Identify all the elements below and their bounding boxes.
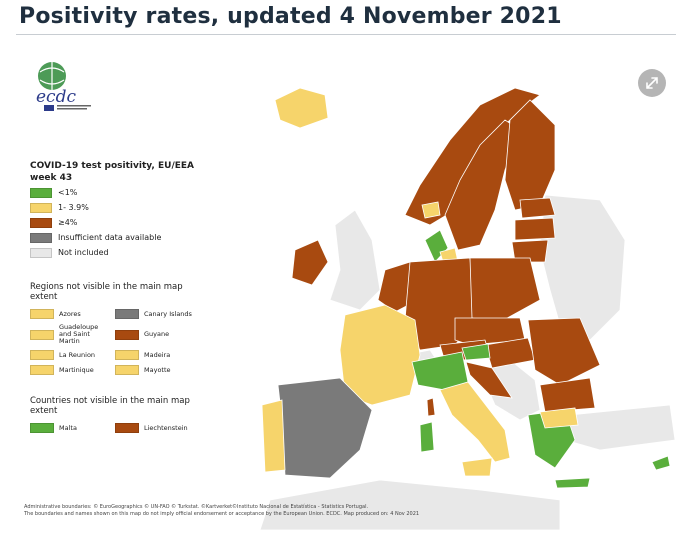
region-bulgaria — [539, 377, 596, 413]
region-label: Guadeloupe and Saint Martin — [59, 323, 99, 345]
expand-button[interactable] — [638, 69, 666, 97]
legend-title: COVID-19 test positivity, EU/EEA week 43 — [30, 161, 194, 183]
region-ireland — [291, 239, 329, 286]
countries-title: Countries not visible in the main map ex… — [30, 396, 190, 416]
logo-wordmark: ecdc — [36, 87, 76, 107]
region-label: Mayotte — [144, 365, 171, 374]
region-label: Canary Islands — [144, 309, 192, 318]
region-czechia-slovakia — [454, 317, 526, 346]
region-item: Martinique — [30, 365, 115, 375]
legend-swatch-green — [30, 187, 52, 198]
region-sardinia — [419, 421, 435, 453]
swatch — [115, 423, 139, 433]
legend-item: ≥4% — [30, 216, 200, 229]
swatch — [115, 309, 139, 319]
region-label: La Reunion — [59, 350, 96, 359]
region-poland — [469, 257, 541, 323]
ecdc-logo: ecdc — [30, 58, 100, 116]
swatch — [30, 365, 54, 375]
region-non-eu-east — [539, 194, 626, 341]
country-label: Malta — [59, 423, 77, 432]
title-divider — [16, 34, 676, 35]
country-item: Liechtenstein — [115, 423, 200, 433]
region-label: Martinique — [59, 365, 94, 374]
region-label: Madeira — [144, 350, 171, 359]
swatch — [30, 423, 54, 433]
legend-swatch-yellow — [30, 202, 52, 213]
swatch — [30, 329, 54, 340]
legend-item: 1- 3.9% — [30, 201, 200, 214]
region-turkey — [564, 404, 676, 451]
legend-label: Not included — [58, 248, 109, 257]
legend-label: ≥4% — [58, 218, 78, 227]
region-slovenia — [461, 343, 491, 361]
page-title: Positivity rates, updated 4 November 202… — [19, 4, 562, 29]
region-croatia — [465, 361, 513, 399]
region-greece-north — [539, 407, 579, 429]
legend: COVID-19 test positivity, EU/EEA week 43… — [30, 160, 200, 259]
swatch — [30, 350, 54, 360]
region-romania — [527, 317, 601, 386]
region-item: Guyane — [115, 324, 200, 345]
legend-item: Not included — [30, 246, 200, 259]
region-sicily — [461, 457, 493, 477]
region-item: Mayotte — [115, 365, 200, 375]
legend-item: <1% — [30, 186, 200, 199]
legend-swatch-brown — [30, 217, 52, 228]
region-latvia — [514, 217, 556, 241]
region-item: Canary Islands — [115, 309, 200, 319]
expand-icon — [646, 77, 658, 89]
regions-section: Regions not visible in the main map exte… — [30, 282, 200, 375]
region-finland — [504, 99, 556, 211]
region-iceland — [274, 87, 329, 129]
region-cyprus — [651, 455, 671, 471]
region-label: Azores — [59, 309, 81, 318]
region-corsica — [426, 397, 436, 417]
swatch — [115, 365, 139, 375]
swatch — [30, 309, 54, 319]
region-crete — [554, 477, 591, 489]
swatch — [115, 350, 139, 360]
region-portugal — [261, 399, 286, 473]
legend-swatch-light — [30, 247, 52, 258]
region-item: Guadeloupe and Saint Martin — [30, 324, 115, 345]
country-item: Malta — [30, 423, 115, 433]
region-oslo-area — [421, 201, 441, 219]
regions-title: Regions not visible in the main map exte… — [30, 282, 183, 302]
region-uk — [329, 209, 381, 311]
region-estonia — [519, 197, 556, 219]
legend-swatch-grey — [30, 232, 52, 243]
swatch — [115, 329, 139, 340]
region-item: Azores — [30, 309, 115, 319]
country-label: Liechtenstein — [144, 423, 188, 432]
region-item: Madeira — [115, 350, 200, 360]
legend-label: 1- 3.9% — [58, 203, 89, 212]
map-footer: Administrative boundaries: © EuroGeograp… — [24, 504, 419, 518]
region-lithuania — [511, 239, 549, 263]
legend-label: <1% — [58, 188, 78, 197]
legend-label: Insufficient data available — [58, 233, 162, 242]
legend-item: Insufficient data available — [30, 231, 200, 244]
footer-line: Administrative boundaries: © EuroGeograp… — [24, 504, 369, 510]
region-italy-south — [439, 381, 511, 463]
footer-line: The boundaries and names shown on this m… — [24, 511, 420, 517]
countries-section: Countries not visible in the main map ex… — [30, 396, 200, 433]
region-label: Guyane — [144, 330, 170, 338]
region-north-africa — [259, 479, 561, 531]
region-france — [339, 304, 421, 406]
region-item: La Reunion — [30, 350, 115, 360]
